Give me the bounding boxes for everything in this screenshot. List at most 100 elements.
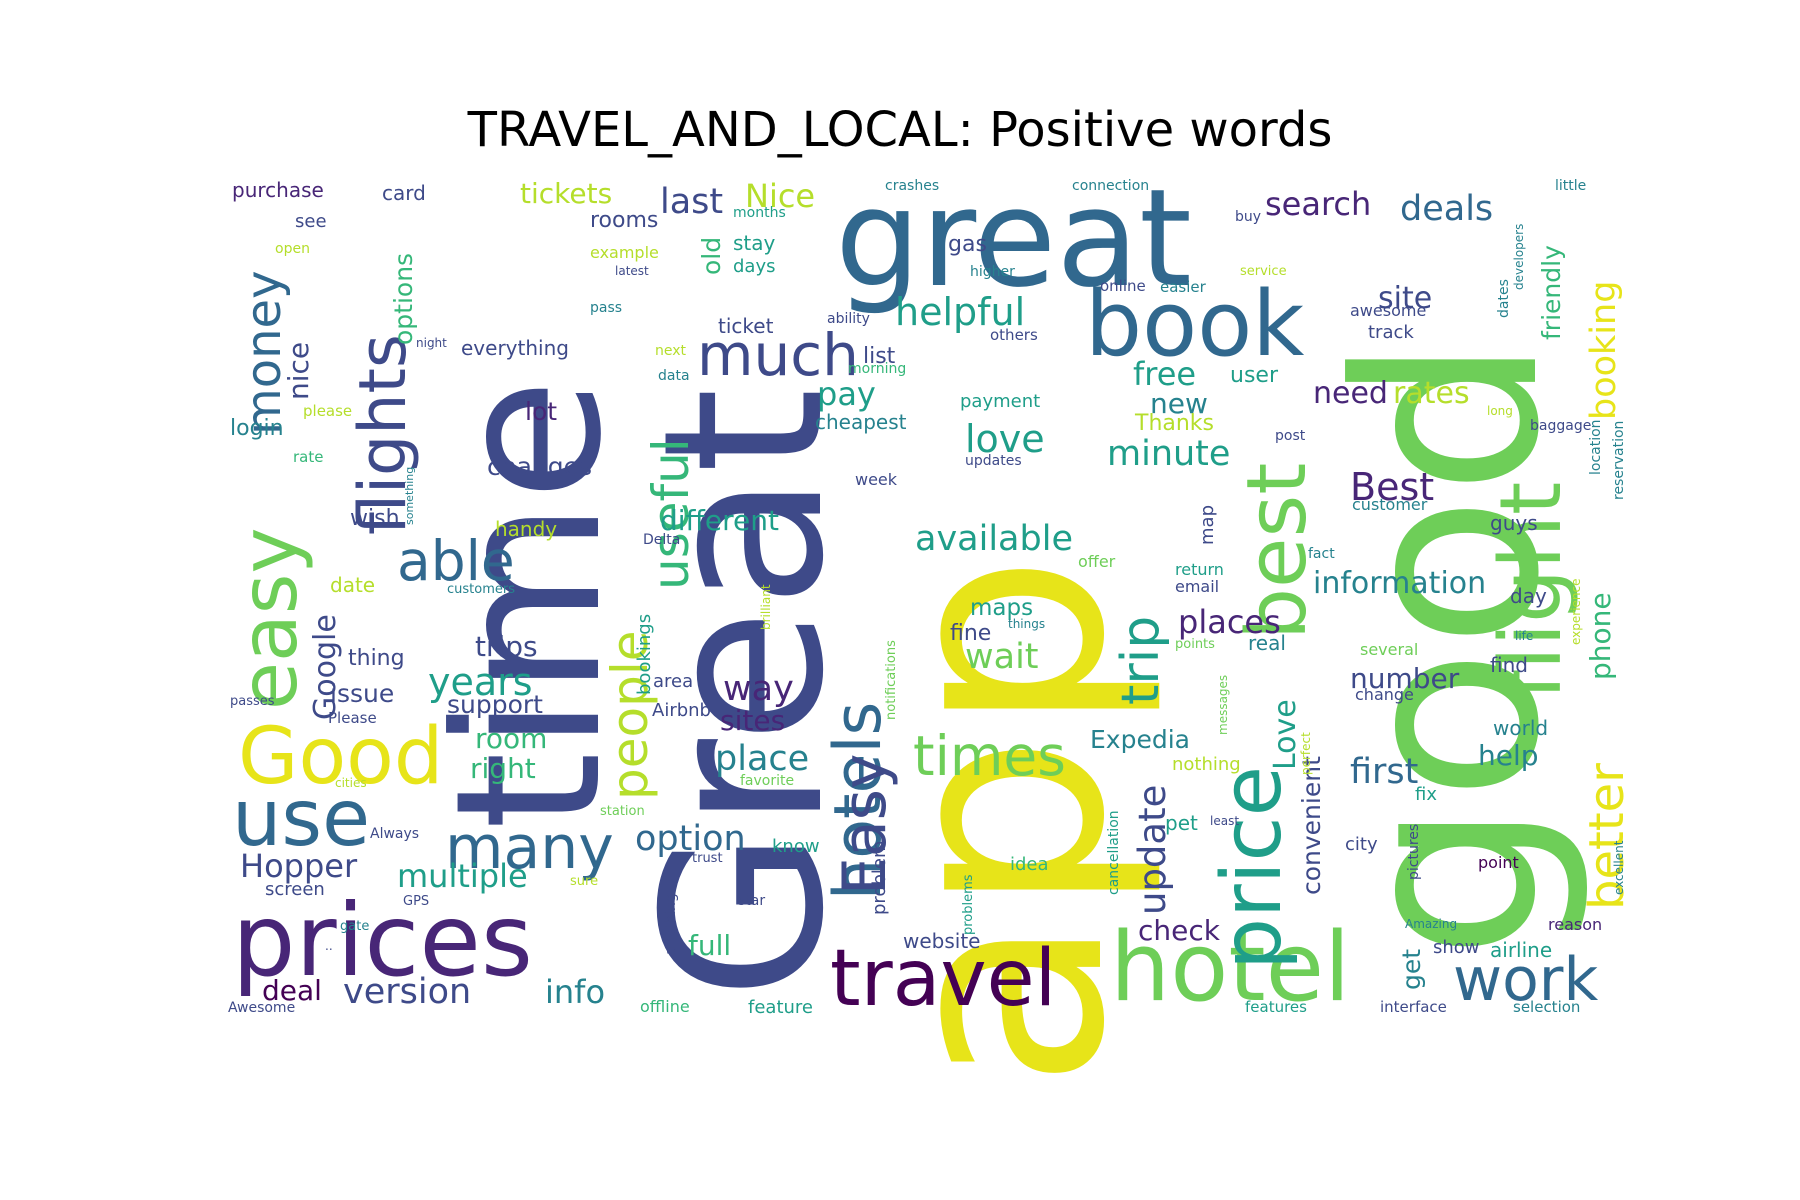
word-years: years: [428, 660, 533, 704]
word-old: old: [697, 237, 726, 275]
word-developers: developers: [1512, 224, 1526, 290]
word-times: times: [913, 724, 1066, 788]
word-months: months: [733, 205, 786, 221]
word-crashes: crashes: [885, 178, 939, 194]
word-full: full: [688, 929, 731, 962]
word-night: night: [416, 336, 447, 350]
word-room: room: [475, 722, 547, 755]
word-screen: screen: [265, 879, 325, 900]
word-latest: latest: [615, 264, 649, 278]
word-right: right: [470, 752, 536, 785]
word-track: track: [1368, 322, 1414, 343]
word-list: list: [863, 344, 896, 369]
word-love: love: [965, 417, 1045, 461]
word-star: star: [738, 893, 765, 909]
word-get: get: [1397, 949, 1426, 990]
word-information: information: [1313, 566, 1486, 601]
word-ability: ability: [827, 311, 870, 327]
word-little: little: [1555, 178, 1586, 194]
word-available: available: [915, 519, 1073, 559]
word-baggage: baggage: [1530, 418, 1591, 434]
word-expedia: Expedia: [1090, 725, 1190, 754]
word-update: update: [1131, 785, 1174, 915]
word-customers: customers: [447, 582, 515, 597]
word-many: many: [445, 813, 614, 883]
word-offline: offline: [640, 997, 690, 1016]
word-cancellation: cancellation: [1106, 810, 1122, 895]
word-much: much: [697, 321, 859, 389]
word-pictures: pictures: [1406, 824, 1422, 880]
word-area: area: [653, 671, 693, 692]
word-please: Please: [328, 709, 377, 727]
word-flight: flight: [1482, 482, 1581, 700]
word-things: things: [1008, 617, 1045, 631]
word-pass: pass: [590, 300, 622, 316]
word-offer: offer: [1078, 552, 1116, 571]
word-great: great: [835, 160, 1192, 317]
word-date: date: [330, 573, 375, 597]
word-least: least: [1210, 814, 1239, 828]
word-gps: GPS: [403, 894, 429, 909]
word-days: days: [733, 256, 776, 277]
word-feature: feature: [748, 997, 813, 1018]
word-user: user: [1230, 363, 1279, 388]
word-book: book: [1085, 272, 1304, 377]
word-return: return: [1175, 560, 1224, 579]
word-others: others: [990, 326, 1038, 344]
word-thanks: Thanks: [1134, 411, 1214, 436]
word-great: Great: [616, 387, 872, 1000]
word-change: change: [1355, 685, 1414, 704]
word-everything: everything: [461, 336, 569, 360]
word-multiple: multiple: [397, 857, 528, 895]
word-nothing: nothing: [1172, 754, 1241, 775]
word-points: points: [1175, 637, 1215, 652]
word-higher: higher: [970, 264, 1015, 280]
word-phone: phone: [1584, 592, 1617, 680]
word-world: world: [1493, 716, 1548, 740]
word-awesome: Awesome: [228, 1000, 295, 1016]
word-hopper: Hopper: [240, 847, 358, 885]
word-handy: handy: [495, 517, 557, 541]
word-trips: trips: [475, 630, 538, 663]
word-number: number: [1350, 662, 1460, 695]
word-passes: passes: [230, 694, 275, 709]
word-week: week: [855, 470, 898, 489]
word-money: money: [236, 271, 292, 435]
word-deals: deals: [1400, 189, 1493, 229]
word-search: search: [1265, 185, 1371, 223]
word-updates: updates: [965, 453, 1022, 469]
word-always: Always: [370, 826, 419, 842]
word-please: please: [303, 402, 352, 420]
word-new: new: [1150, 387, 1208, 420]
word-features: features: [1245, 998, 1307, 1016]
word-love: Love: [1268, 699, 1303, 770]
word-support: support: [447, 690, 543, 719]
word-app: app: [836, 554, 1168, 1090]
word-flights: flights: [346, 334, 421, 535]
word-first: first: [1350, 752, 1418, 792]
word-version: version: [343, 972, 471, 1012]
word-hotels: hotels: [821, 702, 896, 900]
word-show: show: [1433, 937, 1480, 958]
word-see: see: [295, 211, 327, 232]
word-buy: buy: [1235, 209, 1261, 225]
word-check: check: [1138, 914, 1221, 947]
word-best: Best: [1350, 465, 1434, 509]
word-google: Google: [308, 614, 343, 720]
word-long: long: [1487, 404, 1513, 418]
word-anything: anything: [663, 893, 679, 955]
word-location: location: [1588, 419, 1604, 475]
word-delta: Delta: [643, 532, 680, 548]
word-travel: travel: [830, 934, 1056, 1024]
word-login: login: [230, 416, 284, 441]
word-pay: pay: [817, 375, 876, 413]
word-map: map: [1197, 505, 1218, 545]
word-open: open: [275, 241, 310, 257]
word-reason: reason: [1548, 915, 1602, 934]
word-wait: wait: [965, 637, 1039, 677]
word-way: way: [723, 669, 794, 709]
word-help: help: [1478, 739, 1539, 772]
word-good: Good: [238, 712, 443, 802]
